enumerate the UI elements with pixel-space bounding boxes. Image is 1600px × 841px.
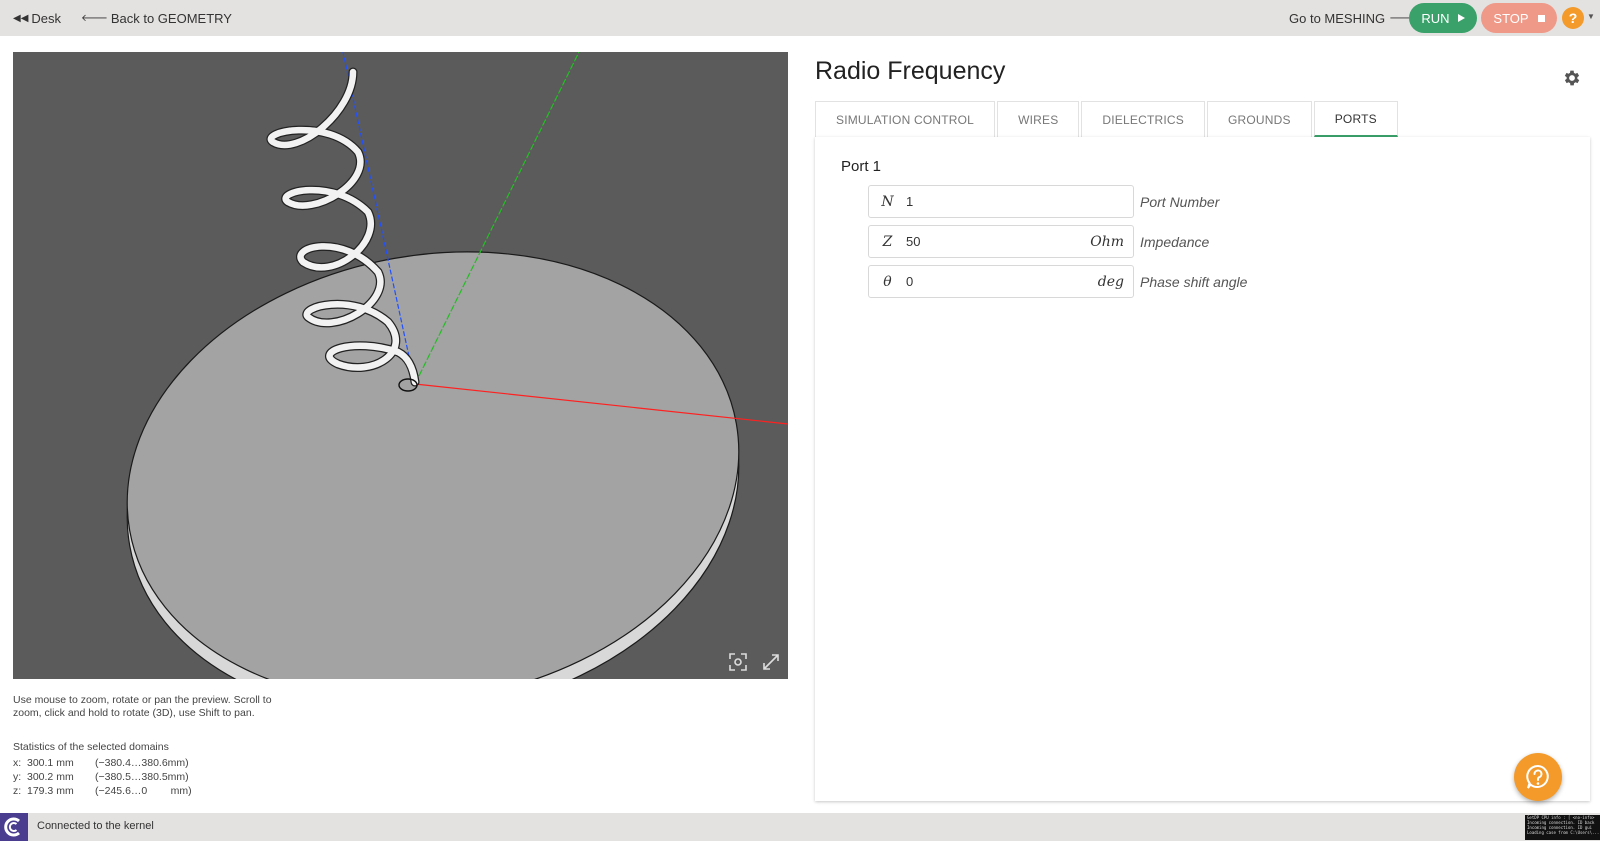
stat-row-x: x: 300.1 mm (−380.4…380.6mm) bbox=[13, 757, 189, 769]
help-fab-button[interactable] bbox=[1514, 753, 1562, 801]
field-symbol: θ bbox=[883, 273, 892, 290]
stat-axis: y: bbox=[13, 771, 22, 783]
help-label: ? bbox=[1568, 10, 1578, 26]
stat-range: (−380.4…380.6mm) bbox=[95, 757, 189, 769]
stat-range: (−245.6…0 mm) bbox=[95, 785, 192, 797]
fullscreen-icon[interactable] bbox=[760, 651, 782, 673]
y-axis-line bbox=[414, 52, 580, 385]
tab-ports[interactable]: PORTS bbox=[1313, 101, 1398, 137]
helix-wire bbox=[267, 68, 419, 386]
impedance-label: Impedance bbox=[1140, 234, 1210, 250]
desk-label: Desk bbox=[31, 10, 62, 26]
app-logo-icon[interactable] bbox=[0, 813, 28, 841]
status-bar: Connected to the kernel GetDP CPU info :… bbox=[0, 813, 1600, 841]
desk-link[interactable]: ◀◀ Desk bbox=[13, 0, 61, 36]
page-title: Radio Frequency bbox=[815, 57, 1006, 85]
back-to-geometry-link[interactable]: 🡐 Back to GEOMETRY bbox=[81, 0, 232, 36]
field-value[interactable]: 50 bbox=[906, 234, 921, 249]
field-unit: deg bbox=[1097, 273, 1124, 290]
stop-icon bbox=[1537, 14, 1545, 22]
double-left-arrow-icon: ◀◀ bbox=[13, 12, 29, 24]
go-to-meshing-link[interactable]: Go to MESHING 🡒 bbox=[1289, 0, 1416, 36]
stat-axis: z: bbox=[13, 785, 22, 797]
terminal-line: GetDP CPU info : [ <no-info> bbox=[1527, 815, 1595, 820]
tab-wires[interactable]: WIRES bbox=[997, 101, 1080, 137]
stat-size: 179.3 mm bbox=[27, 785, 74, 797]
stat-size: 300.1 mm bbox=[27, 757, 74, 769]
z-axis-line bbox=[342, 52, 416, 385]
terminal-line: Incoming connection. ID gui bbox=[1527, 825, 1593, 830]
field-symbol: N bbox=[881, 193, 894, 210]
impedance-field[interactable]: Z 50 Ohm bbox=[868, 225, 1134, 258]
field-value[interactable]: 0 bbox=[906, 274, 914, 289]
tab-simulation-control[interactable]: SIMULATION CONTROL bbox=[815, 101, 996, 137]
feed-point-marker bbox=[398, 378, 418, 392]
port-number-field[interactable]: N 1 bbox=[868, 185, 1134, 218]
gear-icon[interactable] bbox=[1562, 68, 1582, 88]
port-number-label: Port Number bbox=[1140, 194, 1220, 210]
stats-title: Statistics of the selected domains bbox=[13, 741, 169, 753]
stop-label: STOP bbox=[1493, 10, 1529, 26]
connection-status: Connected to the kernel bbox=[37, 820, 154, 832]
play-icon bbox=[1457, 14, 1465, 22]
field-value[interactable]: 1 bbox=[906, 194, 914, 209]
ground-plane-top bbox=[126, 251, 740, 679]
top-bar: ◀◀ Desk 🡐 Back to GEOMETRY Go to MESHING… bbox=[0, 0, 1600, 36]
port-title: Port 1 bbox=[841, 158, 882, 175]
next-label: Go to MESHING bbox=[1289, 10, 1386, 26]
logo-mark bbox=[4, 817, 20, 837]
terminal-line: Loading case from C:\Users\... bbox=[1527, 830, 1600, 835]
terminal-line: Incoming connection. ID back bbox=[1527, 820, 1595, 825]
field-unit: Ohm bbox=[1090, 233, 1124, 250]
focus-view-icon[interactable] bbox=[727, 651, 749, 673]
back-label: Back to GEOMETRY bbox=[110, 10, 232, 26]
run-label: RUN bbox=[1421, 10, 1450, 26]
phase-shift-label: Phase shift angle bbox=[1140, 274, 1248, 290]
tab-grounds[interactable]: GROUNDS bbox=[1206, 101, 1312, 137]
tab-dielectrics[interactable]: DIELECTRICS bbox=[1081, 101, 1205, 137]
run-button[interactable]: RUN bbox=[1409, 3, 1477, 33]
terminal-preview[interactable]: GetDP CPU info : [ <no-info> Incoming co… bbox=[1525, 815, 1600, 840]
question-bubble-icon bbox=[1526, 764, 1549, 789]
stat-axis: x: bbox=[13, 757, 22, 769]
stat-range: (−380.5…380.5mm) bbox=[95, 771, 189, 783]
x-axis-line bbox=[414, 383, 788, 425]
phase-shift-field[interactable]: θ 0 deg bbox=[868, 265, 1134, 298]
stat-size: 300.2 mm bbox=[27, 771, 74, 783]
help-dropdown-caret-icon[interactable]: ▼ bbox=[1587, 12, 1595, 21]
stop-button[interactable]: STOP bbox=[1481, 3, 1557, 33]
left-arrow-icon: 🡐 bbox=[81, 13, 108, 24]
help-button[interactable]: ? bbox=[1562, 7, 1584, 29]
field-symbol: Z bbox=[882, 233, 893, 250]
right-arrow-icon: 🡒 bbox=[1389, 13, 1416, 24]
stat-row-z: z: 179.3 mm (−245.6…0 mm) bbox=[13, 785, 192, 797]
3d-viewport[interactable] bbox=[13, 52, 788, 679]
viewport-hint: Use mouse to zoom, rotate or pan the pre… bbox=[13, 694, 272, 719]
stat-row-y: y: 300.2 mm (−380.5…380.5mm) bbox=[13, 771, 189, 783]
tab-bar: SIMULATION CONTROL WIRES DIELECTRICS GRO… bbox=[815, 101, 1400, 137]
scene-canvas bbox=[126, 52, 788, 679]
